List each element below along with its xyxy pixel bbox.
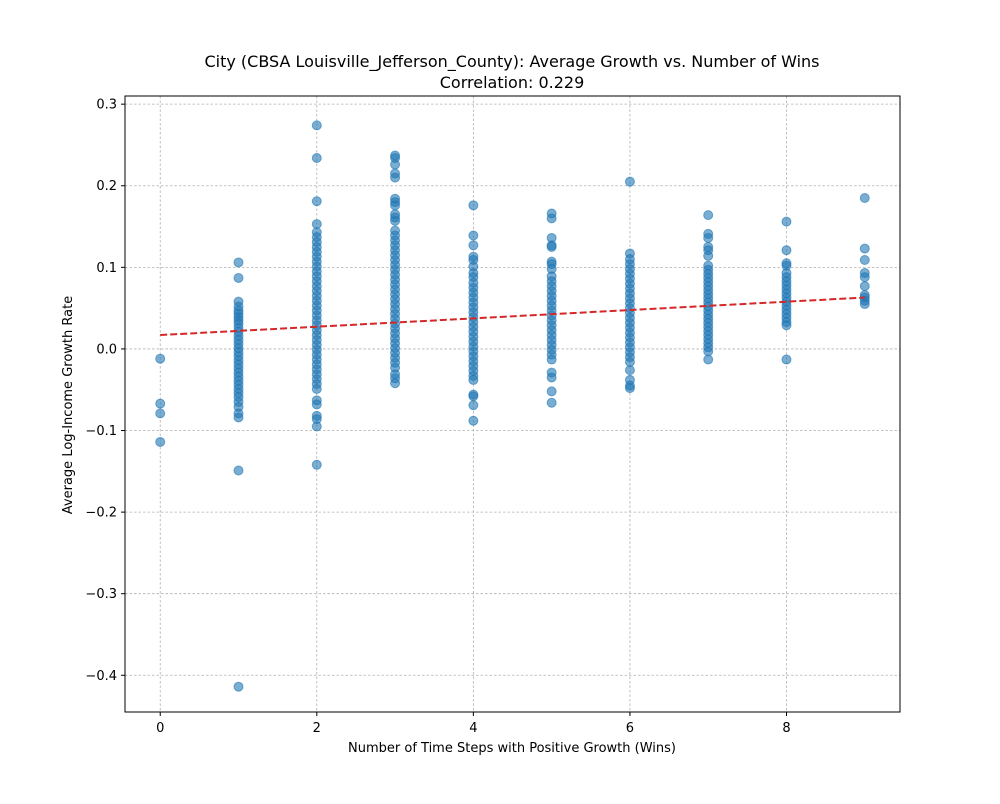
data-point (468, 415, 479, 426)
data-point (546, 372, 557, 383)
data-point (703, 250, 714, 261)
data-point (311, 219, 322, 230)
data-point (311, 421, 322, 432)
data-point (468, 391, 479, 402)
data-point (390, 172, 401, 183)
data-point (781, 216, 792, 227)
data-point (546, 397, 557, 408)
data-point (624, 383, 635, 394)
y-tick-label: −0.4 (85, 669, 117, 684)
data-point (390, 159, 401, 170)
data-point (155, 353, 166, 364)
data-point (311, 196, 322, 207)
data-point (468, 400, 479, 411)
data-point (311, 153, 322, 164)
data-point (468, 200, 479, 211)
data-point (781, 245, 792, 256)
y-tick-label: −0.1 (85, 424, 117, 439)
trend-line (160, 296, 865, 337)
data-point (155, 436, 166, 447)
data-point (546, 213, 557, 224)
x-axis-label: Number of Time Steps with Positive Growt… (348, 741, 676, 756)
data-point (859, 272, 870, 283)
data-point (390, 215, 401, 226)
data-point (703, 210, 714, 221)
data-points (155, 120, 870, 692)
x-tick-label: 4 (469, 721, 477, 736)
data-point (624, 365, 635, 376)
x-tick-label: 0 (156, 721, 164, 736)
trend-line-group (160, 296, 865, 337)
data-point (233, 681, 244, 692)
data-point (311, 459, 322, 470)
data-point (703, 346, 714, 357)
data-point (390, 200, 401, 211)
axis-ticks: 0 2 4 6 8 −0.4 −0.3 −0.2 −0.1 0.0 0.1 0.2 0.3 (85, 98, 790, 736)
data-point (233, 412, 244, 423)
data-point (468, 374, 479, 385)
grid (125, 96, 900, 712)
data-point (233, 272, 244, 283)
data-point (468, 240, 479, 251)
data-point (311, 383, 322, 394)
x-tick-label: 6 (626, 721, 634, 736)
data-point (468, 230, 479, 241)
data-point (311, 399, 322, 410)
data-point (624, 176, 635, 187)
data-point (390, 378, 401, 389)
x-tick-label: 2 (313, 721, 321, 736)
data-point (859, 281, 870, 292)
data-point (233, 465, 244, 476)
data-point (233, 257, 244, 268)
data-point (155, 408, 166, 419)
y-tick-label: −0.3 (85, 587, 117, 602)
y-tick-label: 0.3 (96, 98, 117, 113)
data-point (546, 241, 557, 252)
data-point (781, 354, 792, 365)
data-point (859, 243, 870, 254)
data-point (155, 398, 166, 409)
data-point (703, 232, 714, 243)
data-point (859, 254, 870, 265)
y-tick-label: −0.2 (85, 506, 117, 521)
data-point (703, 354, 714, 365)
y-tick-label: 0.1 (96, 261, 117, 276)
data-point (859, 299, 870, 310)
chart-title: City (CBSA Louisville_Jefferson_County):… (204, 52, 819, 72)
y-tick-label: 0.0 (96, 342, 117, 357)
data-point (311, 120, 322, 131)
plot-frame (124, 95, 901, 713)
data-point (546, 354, 557, 365)
y-tick-label: 0.2 (96, 179, 117, 194)
data-point (624, 356, 635, 367)
x-tick-label: 8 (782, 721, 790, 736)
data-point (546, 386, 557, 397)
data-point (859, 192, 870, 203)
chart-subtitle: Correlation: 0.229 (440, 73, 585, 92)
y-axis-label: Average Log-Income Growth Rate (61, 296, 76, 514)
data-point (781, 320, 792, 331)
